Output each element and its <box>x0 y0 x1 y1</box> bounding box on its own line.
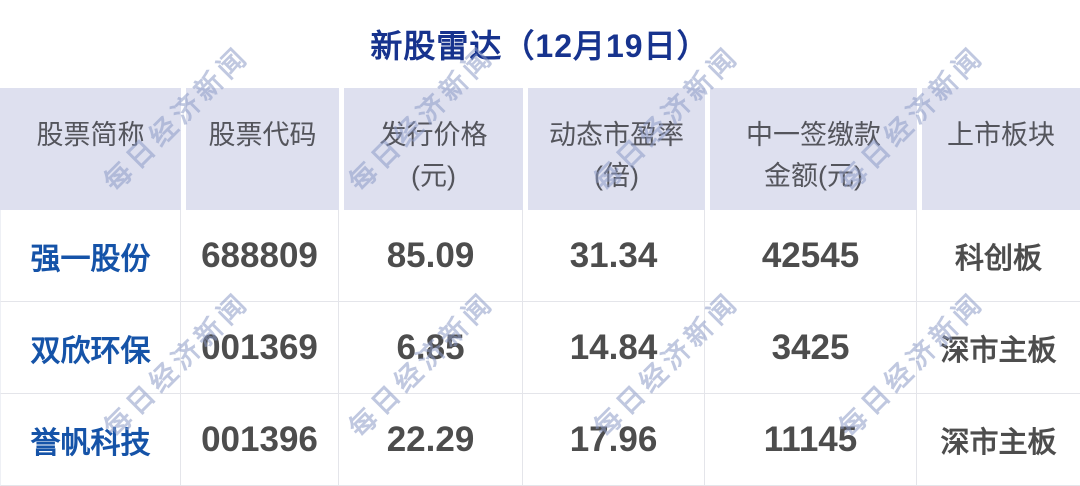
cell-issue-price: 85.09 <box>339 210 523 302</box>
column-header-payment: 中一签缴款 金额(元) <box>705 88 917 210</box>
page-title: 新股雷达（12月19日） <box>370 28 710 64</box>
column-header-code: 股票代码 <box>181 88 339 210</box>
table-row: 誉帆科技 001396 22.29 17.96 11145 深市主板 <box>0 394 1080 486</box>
column-header-pe: 动态市盈率 (倍) <box>523 88 705 210</box>
column-header-label: 股票代码 <box>208 120 317 150</box>
cell-pe-ratio: 31.34 <box>523 210 705 302</box>
cell-payment: 11145 <box>705 394 917 486</box>
stock-table: 股票简称 股票代码 发行价格 (元) 动态市盈率 (倍) 中一签缴款 金额(元)… <box>0 88 1080 486</box>
table-row: 双欣环保 001369 6.85 14.84 3425 深市主板 <box>0 302 1080 394</box>
column-header-label: 上市板块 <box>947 120 1055 150</box>
column-header-sublabel: 金额(元) <box>764 161 863 191</box>
title-band: 新股雷达（12月19日） <box>0 0 1080 88</box>
cell-stock-name: 双欣环保 <box>0 302 181 394</box>
cell-board: 科创板 <box>917 210 1080 302</box>
table-header-row: 股票简称 股票代码 发行价格 (元) 动态市盈率 (倍) 中一签缴款 金额(元)… <box>0 88 1080 210</box>
cell-stock-name: 誉帆科技 <box>0 394 181 486</box>
cell-board: 深市主板 <box>917 394 1080 486</box>
column-header-name: 股票简称 <box>0 88 181 210</box>
cell-issue-price: 22.29 <box>339 394 523 486</box>
column-header-label: 发行价格 <box>379 120 488 150</box>
column-header-label: 动态市盈率 <box>549 120 684 150</box>
cell-stock-code: 001369 <box>181 302 339 394</box>
cell-pe-ratio: 17.96 <box>523 394 705 486</box>
cell-payment: 42545 <box>705 210 917 302</box>
column-header-board: 上市板块 <box>917 88 1080 210</box>
cell-stock-code: 001396 <box>181 394 339 486</box>
table-row: 强一股份 688809 85.09 31.34 42545 科创板 <box>0 210 1080 302</box>
cell-stock-code: 688809 <box>181 210 339 302</box>
column-header-sublabel: (元) <box>411 161 456 191</box>
cell-board: 深市主板 <box>917 302 1080 394</box>
cell-stock-name: 强一股份 <box>0 210 181 302</box>
column-header-label: 股票简称 <box>36 120 145 150</box>
cell-payment: 3425 <box>705 302 917 394</box>
column-header-label: 中一签缴款 <box>746 120 881 150</box>
column-header-price: 发行价格 (元) <box>339 88 523 210</box>
cell-issue-price: 6.85 <box>339 302 523 394</box>
cell-pe-ratio: 14.84 <box>523 302 705 394</box>
column-header-sublabel: (倍) <box>594 161 639 191</box>
